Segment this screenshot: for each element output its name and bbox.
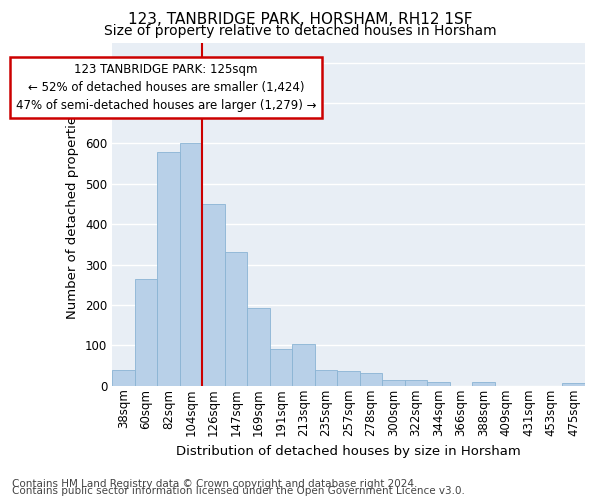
Text: Contains public sector information licensed under the Open Government Licence v3: Contains public sector information licen…	[12, 486, 465, 496]
Bar	[337, 371, 360, 386]
Text: Size of property relative to detached houses in Horsham: Size of property relative to detached ho…	[104, 24, 496, 38]
Bar	[292, 344, 315, 386]
Bar	[270, 350, 292, 386]
Bar	[405, 380, 427, 386]
Y-axis label: Number of detached properties: Number of detached properties	[67, 109, 79, 319]
Bar	[315, 370, 337, 386]
Bar	[179, 144, 202, 386]
Bar	[157, 152, 179, 386]
Bar	[360, 373, 382, 386]
Bar	[562, 382, 585, 386]
Bar	[382, 380, 405, 386]
Text: 123 TANBRIDGE PARK: 125sqm
← 52% of detached houses are smaller (1,424)
47% of s: 123 TANBRIDGE PARK: 125sqm ← 52% of deta…	[16, 62, 316, 112]
X-axis label: Distribution of detached houses by size in Horsham: Distribution of detached houses by size …	[176, 444, 521, 458]
Bar	[472, 382, 495, 386]
Bar	[427, 382, 450, 386]
Bar	[247, 308, 270, 386]
Bar	[202, 204, 225, 386]
Bar	[134, 278, 157, 386]
Text: Contains HM Land Registry data © Crown copyright and database right 2024.: Contains HM Land Registry data © Crown c…	[12, 479, 418, 489]
Text: 123, TANBRIDGE PARK, HORSHAM, RH12 1SF: 123, TANBRIDGE PARK, HORSHAM, RH12 1SF	[128, 12, 472, 27]
Bar	[225, 252, 247, 386]
Bar	[112, 370, 134, 386]
